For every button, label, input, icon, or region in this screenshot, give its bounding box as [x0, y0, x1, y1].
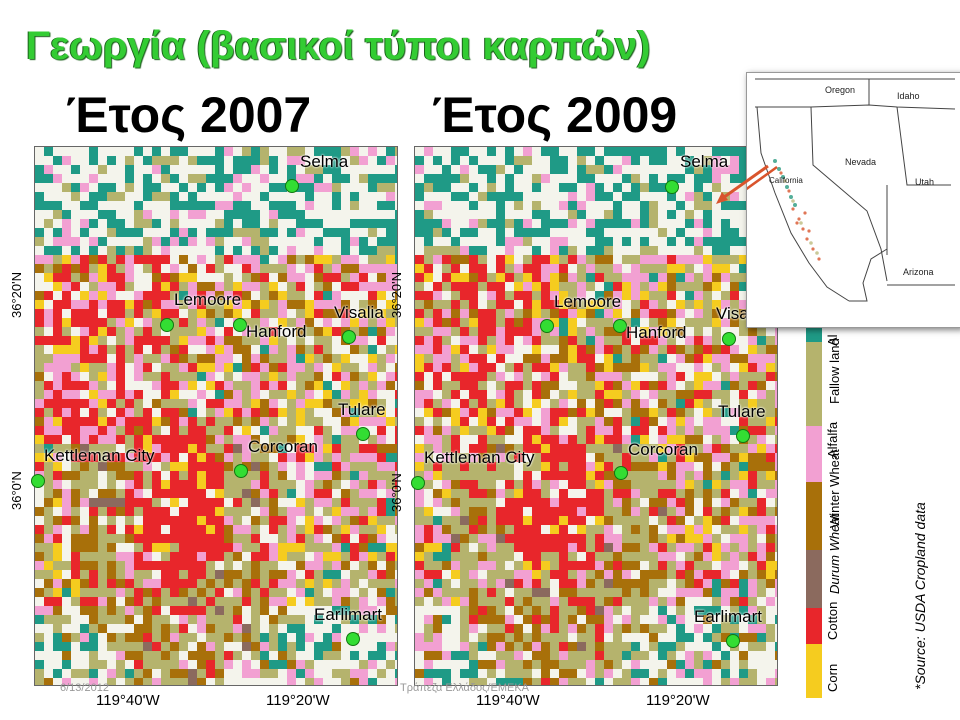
- place-label-visalia: Visalia: [334, 303, 384, 322]
- place-marker-lemoore: [540, 319, 554, 333]
- place-label-hanford: Hanford: [626, 323, 687, 342]
- place-marker-selma: [665, 180, 679, 194]
- place-label-selma: Selma: [680, 152, 729, 171]
- legend-swatch-durum-wheat: [806, 550, 822, 608]
- year-2009-heading: Έτος 2009: [432, 87, 678, 143]
- inset-label-oregon: Oregon: [825, 85, 855, 95]
- place-label-lemoore: Lemoore: [174, 290, 242, 309]
- footer-date: 6/13/2012: [60, 682, 109, 694]
- inset-map: Oregon Idaho Nevada Utah California Ariz…: [746, 72, 960, 328]
- legend-label-alfalfa: Alfalfa: [825, 421, 840, 458]
- crop-map-2009-image: [415, 147, 777, 685]
- place-marker-hanford: [613, 319, 627, 333]
- place-marker-tulare: [736, 429, 750, 443]
- legend-swatch-corn: [806, 644, 822, 698]
- inset-label-utah: Utah: [915, 177, 934, 187]
- place-marker-earlimart: [346, 632, 360, 646]
- place-label-corcoran: Corcoran: [628, 440, 698, 459]
- source-note: *Source: USDA Cropland data: [912, 502, 928, 690]
- place-marker-kettleman-city: [411, 476, 425, 490]
- lat-label-36-20-map2: 36°20'N: [389, 272, 404, 318]
- inset-label-california: California: [769, 176, 803, 185]
- legend-swatch-alfalfa: [806, 426, 822, 482]
- place-marker-visalia: [342, 330, 356, 344]
- place-marker-tulare: [356, 427, 370, 441]
- year-2007-heading: Έτος 2007: [66, 87, 312, 143]
- crop-map-2007-image: [35, 147, 397, 685]
- slide-title: Γεωργία (βασικοί τύποι καρπών): [26, 24, 651, 68]
- place-label-hanford: Hanford: [246, 322, 307, 341]
- crop-map-2007: [34, 146, 398, 686]
- place-marker-selma: [285, 179, 299, 193]
- place-label-kettleman-city: Kettleman City: [44, 446, 155, 465]
- legend-color-bar: [806, 322, 822, 698]
- inset-label-arizona: Arizona: [903, 267, 934, 277]
- lat-label-36-20-map1: 36°20'N: [9, 272, 24, 318]
- legend-swatch-fallow-land: [806, 342, 822, 426]
- place-label-tulare: Tulare: [338, 400, 386, 419]
- place-marker-kettleman-city: [31, 474, 45, 488]
- inset-pointer-arrow: [716, 164, 769, 204]
- legend-label-cotton: Cotton: [825, 601, 840, 640]
- lat-label-36-0-map1: 36°0'N: [9, 471, 24, 510]
- legend-swatch-cotton: [806, 608, 822, 644]
- lon-label-119-20-map1: 119°20'W: [266, 692, 330, 709]
- place-label-earlimart: Earlimart: [314, 605, 383, 624]
- lon-label-119-40-map2: 119°40'W: [476, 692, 540, 709]
- place-marker-hanford: [233, 318, 247, 332]
- place-label-corcoran: Corcoran: [248, 437, 318, 456]
- place-label-visalia: Visa: [716, 304, 749, 323]
- place-marker-earlimart: [726, 634, 740, 648]
- lat-label-36-0-map2: 36°0'N: [389, 473, 404, 512]
- place-marker-lemoore: [160, 318, 174, 332]
- place-marker-corcoran: [614, 466, 628, 480]
- place-label-lemoore: Lemoore: [554, 292, 622, 311]
- inset-label-nevada: Nevada: [845, 157, 876, 167]
- place-label-earlimart: Earlimart: [694, 607, 763, 626]
- place-marker-visalia: [722, 332, 736, 346]
- inset-label-idaho: Idaho: [897, 91, 920, 101]
- crop-map-2009: [414, 146, 778, 686]
- place-label-kettleman-city: Kettleman City: [424, 448, 535, 467]
- place-label-selma: Selma: [300, 152, 349, 171]
- footer-organization: Τράπεζα Ελλάδος/ΕΜΕΚΑ: [400, 682, 529, 694]
- legend-label-al: Al: [825, 334, 840, 346]
- place-label-tulare: Tulare: [718, 402, 766, 421]
- place-marker-corcoran: [234, 464, 248, 478]
- inset-map-image: Oregon Idaho Nevada Utah California Ariz…: [747, 73, 960, 327]
- lon-label-119-20-map2: 119°20'W: [646, 692, 710, 709]
- legend-swatch-winter-wheat: [806, 482, 822, 550]
- legend-label-corn: Corn: [825, 663, 840, 692]
- lon-label-119-40-map1: 119°40'W: [96, 692, 160, 709]
